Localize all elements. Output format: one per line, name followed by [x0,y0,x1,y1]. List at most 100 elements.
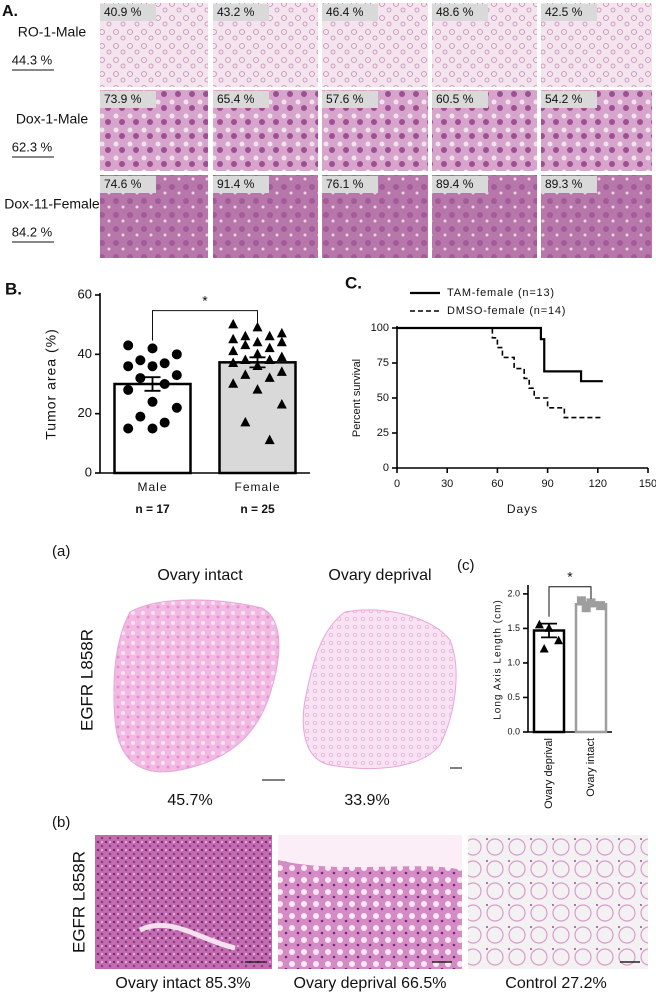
y-tick-label: 2.0 [507,588,520,598]
row-label: Dox-11-Female [4,196,100,212]
legend-label: DMSO-female (n=14) [447,305,566,317]
x-tick-label: 90 [541,478,553,490]
data-point [264,354,275,365]
vessel [138,922,236,951]
x-tick-label: Ovary deprival [543,738,555,809]
data-point [576,596,586,606]
airspace [278,835,462,870]
row-mean: 84.2 % [12,224,53,239]
data-point [135,373,146,384]
gene-label: EGFR L858R [69,851,88,953]
data-point [240,339,251,350]
data-point [596,601,606,611]
y-tick-label: 0 [383,462,389,474]
lung-image [113,599,280,773]
data-point [147,423,158,434]
data-point [171,370,182,381]
y-tick-label: 75 [377,357,389,369]
label-box [100,91,156,108]
x-tick-label: 150 [639,478,656,490]
gene-label: EGFR L858R [77,629,96,731]
y-tick-label: 50 [377,392,389,404]
y-tick-label: 0.5 [507,692,520,702]
image-percent: 74.6 % [104,177,142,191]
x-axis-label: Days [507,502,538,516]
y-tick-label: 40 [78,346,92,361]
x-tick-label: Male [137,480,167,494]
data-point [252,336,263,347]
image-percent: 40.9 % [104,5,142,19]
data-point [240,369,251,379]
bar [574,603,608,734]
caption: Control 27.2% [505,975,606,992]
row-mean: 44.3 % [12,52,53,67]
label-box [322,176,378,193]
y-tick-label: 60 [78,286,92,301]
data-point [264,330,275,341]
significance-label: * [567,569,573,585]
image-percent: 60.5 % [436,92,474,106]
data-point [581,603,591,613]
data-point [240,330,251,341]
data-point [276,351,287,362]
data-point [276,366,287,376]
x-tick-label: 60 [491,478,503,490]
label-box [541,176,597,193]
label-box [432,91,488,108]
data-point [159,358,170,369]
image-percent: 73.9 % [104,92,142,106]
panel-label: (b) [52,814,70,831]
image-percent: 43.2 % [217,5,255,19]
data-point [240,416,251,427]
lung-image [302,609,457,769]
x-tick-label: 30 [441,478,453,490]
significance-bracket [548,586,592,617]
bar [532,629,566,734]
image-percent: 89.3 % [545,177,583,191]
label-box [100,4,156,21]
data-point [276,327,287,338]
data-point [228,345,239,356]
survival-curve [397,327,603,419]
data-point [228,333,239,344]
significance-bracket [152,310,258,341]
panel-label: C. [345,273,362,292]
x-tick-label: 120 [589,478,607,490]
data-point [159,379,170,389]
error-bar [144,376,161,392]
y-tick-label: 0.0 [507,726,520,736]
label-box [100,176,156,193]
tumor-percent: 33.9% [344,792,389,809]
label-box [541,4,597,21]
data-point [252,384,263,394]
caption: Ovary deprival 66.5% [294,975,447,992]
data-point [264,372,275,382]
data-point [276,399,287,409]
panel-label: (c) [457,557,475,574]
image-percent: 91.4 % [217,177,255,191]
row-label: RO-1-Male [18,24,87,40]
y-axis-label: Tumor area (%) [43,328,59,440]
image-percent: 89.4 % [436,177,474,191]
image-percent: 57.6 % [326,92,364,106]
y-tick-label: 100 [371,322,389,334]
data-point [171,402,182,413]
y-tick-label: 1.0 [507,657,520,667]
label-box [432,4,488,21]
y-tick-label: 0 [85,464,92,479]
y-axis-label: Percent survival [351,359,363,437]
image-percent: 46.4 % [326,5,364,19]
row-label: Dox-1-Male [16,111,89,127]
y-axis-label: Long Axis Length (cm) [493,599,504,720]
survival-curve [397,326,603,383]
data-point [276,336,287,347]
significance-label: * [202,292,208,308]
bar [218,361,297,475]
label-box [213,91,269,108]
data-point [123,384,134,395]
label-box [541,91,597,108]
data-point [123,340,134,351]
n-label: n = 25 [240,502,275,516]
data-point [586,598,596,608]
